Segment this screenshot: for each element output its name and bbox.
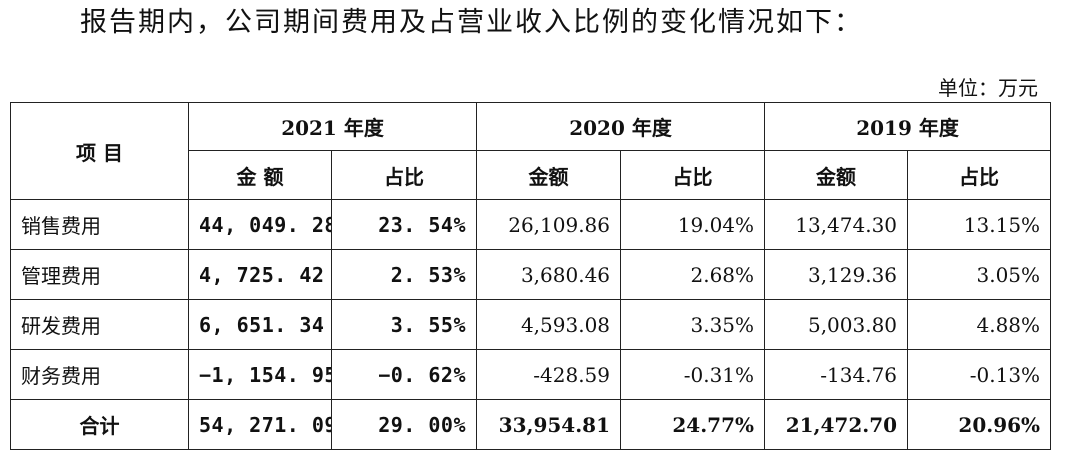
ratio-2021: 2. 53% <box>330 249 478 300</box>
ratio-2021: −0. 62% <box>330 349 478 400</box>
ratio-2019: -0.13% <box>907 349 1052 400</box>
year-header-2019: 2019 年度 <box>764 102 1052 151</box>
amount-2020: 26,109.86 <box>476 199 622 250</box>
intro-text: 报告期内，公司期间费用及占营业收入比例的变化情况如下： <box>80 7 863 38</box>
amount-2021: 4, 725. 42 <box>188 249 332 300</box>
amount-2019: 3,129.36 <box>764 249 909 300</box>
ratio-header-2021: 占比 <box>330 150 478 200</box>
table-row-finance-expense: 财务费用 −1, 154. 95 −0. 62% -428.59 -0.31% … <box>10 349 1052 400</box>
amount-2019: 21,472.70 <box>764 399 909 450</box>
amount-header-2019: 金额 <box>764 150 909 200</box>
ratio-2019: 20.96% <box>907 399 1052 450</box>
amount-2021: 54, 271. 09 <box>188 399 332 450</box>
item-header: 项 目 <box>10 102 189 200</box>
ratio-2020: -0.31% <box>620 349 766 400</box>
amount-2021: 44, 049. 28 <box>188 199 332 250</box>
table-row-total: 合计 54, 271. 09 29. 00% 33,954.81 24.77% … <box>10 399 1052 450</box>
unit-label: 单位：万元 <box>938 76 1038 100</box>
ratio-2020: 24.77% <box>620 399 766 450</box>
ratio-2020: 3.35% <box>620 299 766 350</box>
ratio-header-2019: 占比 <box>907 150 1052 200</box>
row-label: 管理费用 <box>10 249 189 300</box>
ratio-2019: 3.05% <box>907 249 1052 300</box>
amount-2020: 3,680.46 <box>476 249 622 300</box>
row-label: 销售费用 <box>10 199 189 250</box>
ratio-2021: 29. 00% <box>330 399 478 450</box>
row-label: 合计 <box>10 399 189 450</box>
amount-2019: 13,474.30 <box>764 199 909 250</box>
amount-2019: 5,003.80 <box>764 299 909 350</box>
amount-header-2021: 金 额 <box>188 150 332 200</box>
amount-header-2020: 金额 <box>476 150 622 200</box>
amount-2020: 4,593.08 <box>476 299 622 350</box>
ratio-2021: 23. 54% <box>330 199 478 250</box>
ratio-2021: 3. 55% <box>330 299 478 350</box>
table-row-rnd-expense: 研发费用 6, 651. 34 3. 55% 4,593.08 3.35% 5,… <box>10 299 1052 350</box>
ratio-2019: 4.88% <box>907 299 1052 350</box>
year-header-2020: 2020 年度 <box>476 102 766 151</box>
ratio-2019: 13.15% <box>907 199 1052 250</box>
ratio-header-2020: 占比 <box>620 150 766 200</box>
amount-2021: 6, 651. 34 <box>188 299 332 350</box>
amount-2021: −1, 154. 95 <box>188 349 332 400</box>
expense-table: 项 目 2021 年度 2020 年度 2019 年度 金 额 占比 金额 占比… <box>10 102 1052 450</box>
amount-2019: -134.76 <box>764 349 909 400</box>
amount-2020: 33,954.81 <box>476 399 622 450</box>
row-label: 研发费用 <box>10 299 189 350</box>
header-row-years: 项 目 2021 年度 2020 年度 2019 年度 <box>10 102 1052 200</box>
year-header-2021: 2021 年度 <box>187 102 478 151</box>
table-row-admin-expense: 管理费用 4, 725. 42 2. 53% 3,680.46 2.68% 3,… <box>10 249 1052 300</box>
amount-2020: -428.59 <box>476 349 622 400</box>
row-label: 财务费用 <box>10 349 189 400</box>
ratio-2020: 19.04% <box>620 199 766 250</box>
ratio-2020: 2.68% <box>620 249 766 300</box>
table-row-sales-expense: 销售费用 44, 049. 28 23. 54% 26,109.86 19.04… <box>10 199 1052 250</box>
